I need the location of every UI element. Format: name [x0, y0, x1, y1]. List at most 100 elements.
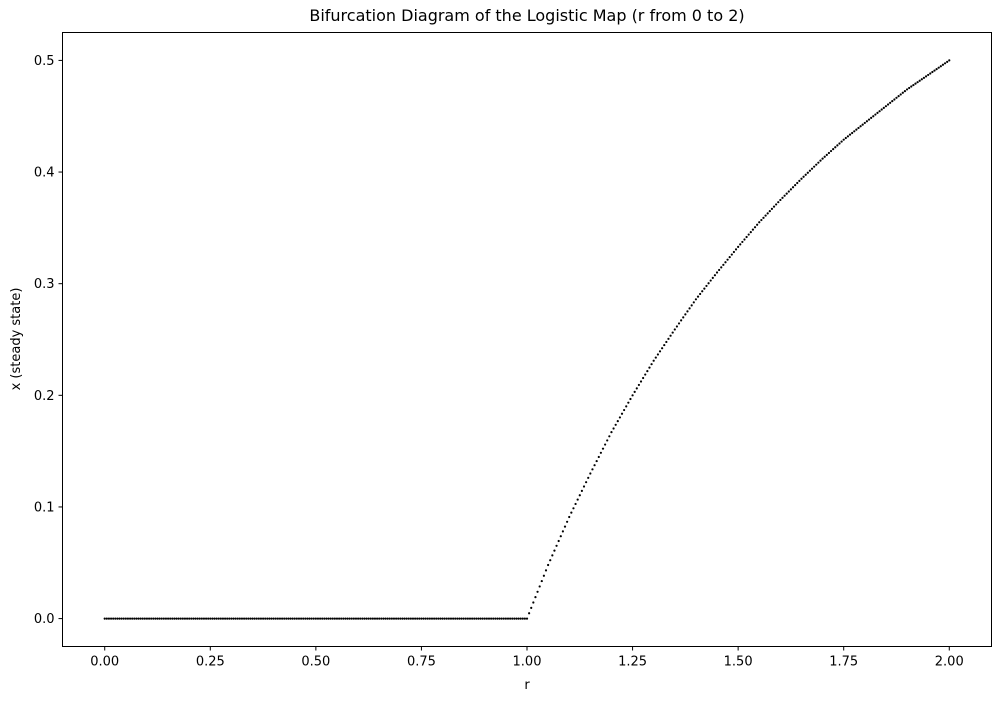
data-point: [905, 88, 909, 91]
data-point: [346, 617, 349, 620]
data-point: [464, 617, 467, 620]
data-point: [570, 511, 573, 514]
data-point: [226, 617, 229, 620]
data-point: [821, 157, 824, 160]
data-point: [880, 108, 883, 111]
data-point: [221, 617, 225, 620]
data-point: [139, 617, 142, 620]
x-tick-label: 1.00: [513, 655, 542, 670]
data-point: [707, 282, 710, 285]
data-point: [853, 130, 856, 133]
data-point: [834, 146, 837, 149]
data-point: [817, 161, 820, 164]
data-point: [846, 135, 850, 138]
data-point: [540, 579, 543, 583]
data-point: [365, 617, 368, 620]
data-point: [228, 617, 231, 620]
data-point: [751, 228, 755, 231]
data-point: [694, 298, 698, 301]
data-point: [758, 221, 761, 224]
data-point: [715, 271, 719, 274]
data-point: [452, 617, 455, 620]
data-point: [924, 75, 928, 78]
data-point: [169, 617, 172, 620]
data-point: [471, 617, 474, 620]
data-point: [709, 279, 712, 282]
data-point: [656, 353, 660, 356]
data-point: [912, 83, 915, 87]
data-point: [373, 617, 377, 620]
data-point: [582, 485, 586, 488]
data-point: [935, 68, 938, 71]
data-point: [287, 617, 290, 620]
data-point: [791, 186, 795, 189]
data-point: [124, 617, 127, 620]
data-point: [823, 155, 826, 158]
data-point: [772, 205, 776, 208]
data-point: [378, 617, 381, 620]
data-point: [810, 167, 814, 170]
data-point: [462, 617, 465, 620]
data-point: [920, 78, 923, 81]
data-point: [699, 292, 702, 296]
data-point: [800, 177, 803, 180]
data-point: [838, 142, 841, 145]
data-point: [764, 214, 767, 217]
y-tick-label: 0.5: [34, 54, 55, 69]
y-tick-label: 0.3: [34, 277, 55, 292]
data-point: [456, 617, 459, 620]
data-point: [680, 319, 683, 322]
data-point: [686, 310, 689, 313]
data-point: [439, 617, 442, 620]
data-point: [547, 563, 550, 567]
data-point: [190, 617, 193, 620]
data-point: [734, 248, 738, 251]
data-point: [213, 617, 216, 620]
data-point: [665, 340, 668, 344]
data-point: [614, 423, 617, 426]
data-point: [741, 240, 744, 244]
data-point: [753, 226, 757, 229]
data-point: [173, 617, 176, 620]
data-point: [891, 100, 894, 103]
data-point: [498, 617, 501, 620]
data-point: [253, 617, 256, 620]
data-point: [519, 617, 522, 620]
x-tick-label: 0.25: [196, 655, 225, 670]
data-point: [154, 617, 157, 620]
data-point: [534, 596, 537, 599]
data-point: [270, 617, 273, 620]
data-point: [551, 554, 554, 557]
data-point: [625, 405, 628, 408]
data-point: [677, 322, 681, 325]
data-point: [525, 617, 529, 620]
data-point: [561, 530, 564, 533]
data-point: [126, 617, 130, 620]
data-point: [156, 617, 159, 620]
data-point: [775, 203, 778, 206]
data-point: [802, 175, 805, 178]
data-point: [908, 86, 911, 90]
data-point: [238, 617, 241, 620]
data-point: [500, 617, 503, 620]
data-point: [371, 617, 374, 620]
data-point: [553, 549, 556, 552]
data-point: [175, 617, 178, 620]
data-point: [728, 256, 731, 259]
data-point: [770, 207, 774, 210]
data-point: [557, 539, 560, 543]
data-point: [479, 617, 482, 620]
data-point: [804, 173, 807, 176]
data-point: [511, 617, 514, 620]
data-point: [688, 307, 691, 310]
data-point: [513, 617, 516, 620]
data-point: [441, 617, 444, 620]
data-point: [215, 617, 218, 620]
data-point: [713, 274, 717, 277]
data-point: [131, 617, 134, 620]
data-point: [591, 468, 594, 471]
data-point: [308, 617, 311, 620]
data-point: [777, 201, 780, 204]
data-point: [692, 301, 695, 304]
